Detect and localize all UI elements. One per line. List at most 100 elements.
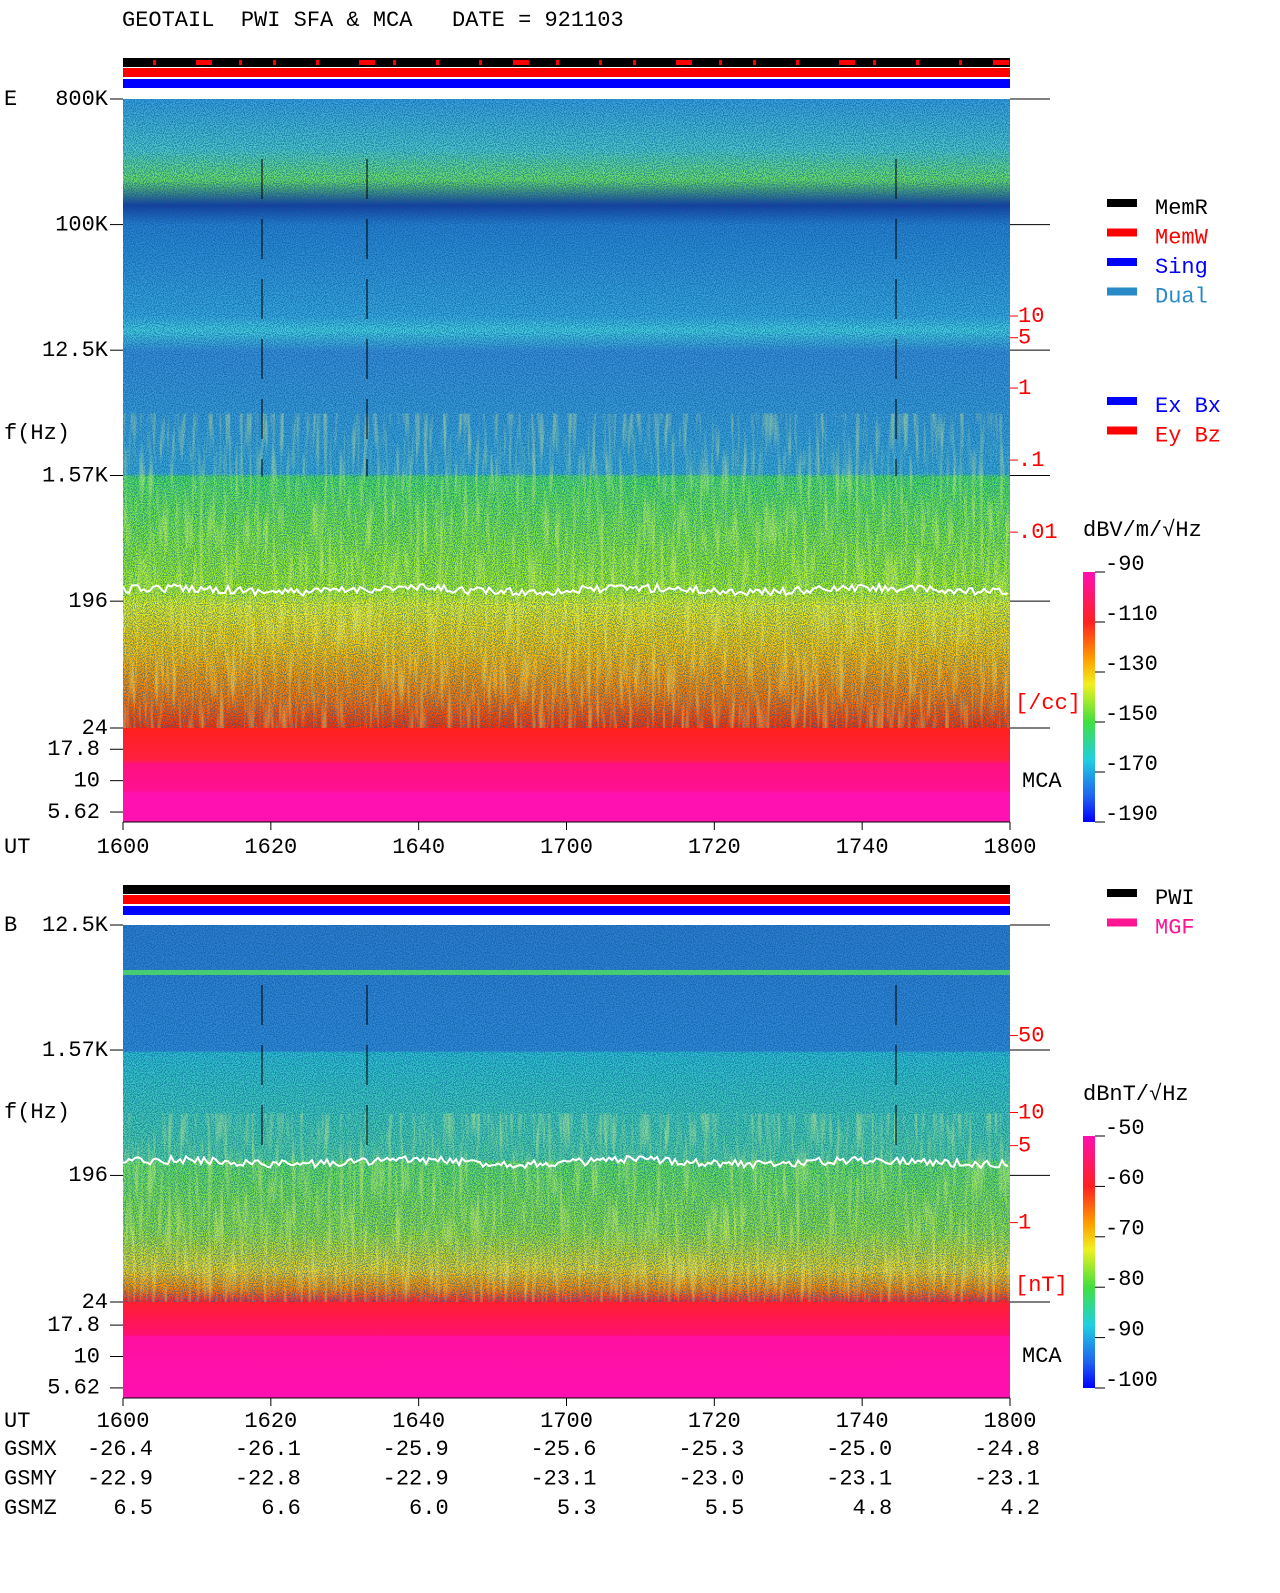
spectrogram-streaks [123, 413, 1010, 728]
status-mark [633, 60, 636, 65]
status-mark [479, 60, 482, 65]
orbit-value: 6.5 [113, 1496, 153, 1521]
legend-swatch [1107, 228, 1137, 237]
colorbar-tick-label: -100 [1105, 1368, 1158, 1393]
status-mark [436, 60, 439, 65]
x-tick-label: 1700 [540, 835, 593, 860]
legend-label: MemR [1155, 196, 1208, 221]
orbit-value: -25.9 [383, 1437, 449, 1462]
y-axis-label: f(Hz) [4, 1100, 70, 1125]
status-bar [123, 79, 1010, 88]
legend-label: PWI [1155, 886, 1195, 911]
panel-label: B [4, 913, 17, 938]
status-mark [273, 60, 276, 65]
status-mark [513, 60, 529, 65]
title: GEOTAIL PWI SFA & MCA DATE = 921103 [122, 8, 624, 33]
mca-tick-label: 10 [74, 1344, 100, 1369]
status-mark [993, 60, 1009, 65]
y2-tick-label: 1 [1018, 1210, 1031, 1235]
legend-label: Ey Bz [1155, 423, 1221, 448]
orbit-value: 6.0 [409, 1496, 449, 1521]
colorbar-tick-label: -80 [1105, 1267, 1145, 1292]
y2-tick-label: 10 [1018, 1100, 1044, 1125]
legend-swatch [1107, 397, 1137, 405]
orbit-value: 4.2 [1000, 1496, 1040, 1521]
orbit-value: 5.5 [705, 1496, 745, 1521]
y-tick-label: 1.57K [42, 1038, 109, 1063]
colorbar-tick-label: -60 [1105, 1166, 1145, 1191]
status-mark [796, 60, 799, 65]
y-tick-label: 100K [55, 212, 109, 237]
y2-tick-label: .01 [1018, 520, 1058, 545]
status-mark [393, 60, 396, 65]
status-mark [359, 60, 375, 65]
x-tick-label: 1740 [836, 1409, 889, 1434]
y-tick-label: 1.57K [42, 463, 109, 488]
status-mark [153, 60, 156, 65]
colorbar-tick-label: -130 [1105, 652, 1158, 677]
colorbar-tick-label: -90 [1105, 552, 1145, 577]
plasma-line [122, 581, 1009, 598]
status-mark [239, 60, 242, 65]
mca-tick-label: 17.8 [47, 1313, 100, 1338]
y2-axis-label: [nT] [1015, 1273, 1068, 1298]
y-tick-label: 800K [55, 87, 109, 112]
mca-label: MCA [1022, 1344, 1062, 1369]
status-mark [839, 60, 855, 65]
y2-tick-label: 50 [1018, 1023, 1044, 1048]
legend-swatch [1107, 199, 1137, 207]
x-tick-label: 1720 [688, 835, 741, 860]
x-tick-label: 1600 [97, 835, 150, 860]
emission-line [123, 970, 1010, 975]
status-mark [556, 60, 559, 65]
spectrogram-streaks [123, 1113, 1010, 1302]
status-mark [316, 60, 319, 65]
orbit-value: -23.0 [678, 1466, 744, 1491]
mca-label: MCA [1022, 769, 1062, 794]
legend-swatch [1107, 287, 1137, 296]
orbit-value: -23.1 [530, 1466, 596, 1491]
plasma-line [122, 1153, 1009, 1170]
x-tick-label: 1800 [984, 835, 1037, 860]
x-tick-label: 1640 [392, 835, 445, 860]
y2-tick-label: 10 [1018, 304, 1044, 329]
orbit-value: -24.8 [974, 1437, 1040, 1462]
mca-tick-label: 5.62 [47, 800, 100, 825]
orbit-value: -22.9 [383, 1466, 449, 1491]
y2-axis-label: [/cc] [1015, 691, 1081, 716]
status-bar [123, 58, 1010, 67]
status-mark [753, 60, 756, 65]
x-tick-label: 1700 [540, 1409, 593, 1434]
colorbar-tick-label: -190 [1105, 802, 1158, 827]
orbit-value: -25.3 [678, 1437, 744, 1462]
orbit-value: 4.8 [853, 1496, 893, 1521]
orbit-row-label: GSMY [4, 1466, 57, 1491]
legend-swatch [1107, 889, 1137, 897]
x-tick-label: 1800 [984, 1409, 1037, 1434]
orbit-value: -26.4 [87, 1437, 153, 1462]
legend-label: Ex Bx [1155, 394, 1221, 419]
y-tick-label: 24 [82, 1290, 108, 1315]
panel-label: E [4, 87, 17, 112]
legend-label: MGF [1155, 915, 1195, 940]
colorbar-tick-label: -90 [1105, 1317, 1145, 1342]
y-tick-label: 12.5K [42, 338, 109, 363]
status-mark [873, 60, 876, 65]
colorbar-tick-label: -150 [1105, 702, 1158, 727]
legend-swatch [1107, 258, 1137, 266]
y2-tick-label: .1 [1018, 448, 1044, 473]
legend-swatch [1107, 426, 1137, 435]
y2-tick-label: 1 [1018, 376, 1031, 401]
orbit-row-label: GSMZ [4, 1496, 57, 1521]
x-tick-label: 1600 [97, 1409, 150, 1434]
y2-tick-label: 5 [1018, 326, 1031, 351]
x-tick-label: 1740 [836, 835, 889, 860]
y2-tick-label: 5 [1018, 1133, 1031, 1158]
colorbar [1083, 1136, 1095, 1388]
colorbar-tick-label: -170 [1105, 752, 1158, 777]
x-tick-label: 1640 [392, 1409, 445, 1434]
x-axis-label: UT [4, 835, 30, 860]
mca-tick-label: 5.62 [47, 1376, 100, 1401]
y-tick-label: 196 [68, 589, 108, 614]
